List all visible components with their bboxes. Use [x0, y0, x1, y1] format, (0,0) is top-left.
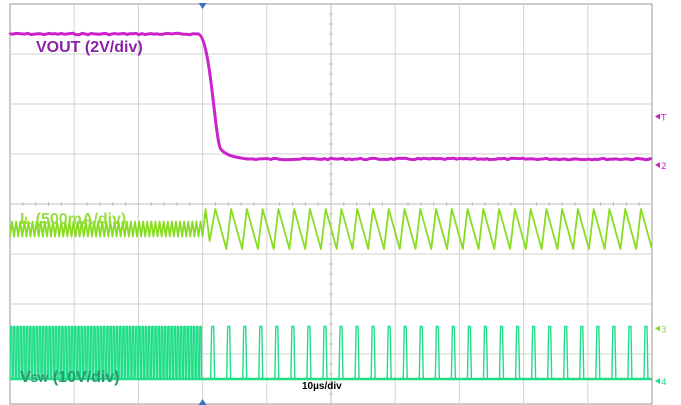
trigger-level-marker-label: T: [660, 114, 667, 124]
channel-marker-vout-label: 2: [661, 162, 667, 172]
series-label-vsw-sub: SW: [31, 373, 49, 385]
channel-marker-vsw-arrow: [655, 378, 660, 384]
series-label-vsw-rest: (10V/div): [48, 369, 119, 386]
vout-trace: [8, 31, 653, 162]
series-label-il-sub: L: [24, 215, 31, 227]
il-trace: [9, 208, 653, 250]
channel-marker-il-arrow: [655, 325, 660, 332]
series-label-il-rest: (500mA/div): [31, 211, 126, 228]
trigger-level-marker-arrow: [655, 113, 660, 120]
channel-markers: T 2 3 4: [198, 3, 667, 405]
series-label-il-main: I: [20, 211, 24, 228]
channel-marker-il-label: 3: [661, 326, 667, 336]
time-scale-label: 10µs/div: [302, 381, 342, 392]
series-label-vsw: VSW (10V/div): [20, 369, 120, 386]
trigger-position-marker-bottom: [198, 399, 207, 405]
traces: [8, 31, 653, 381]
series-label-vout-main: VOUT (2V/div): [36, 39, 143, 56]
series-label-vsw-main: V: [20, 369, 31, 386]
vsw-trace: [9, 325, 652, 380]
series-label-il: IL (500mA/div): [20, 211, 126, 228]
channel-marker-vout-arrow: [655, 162, 660, 168]
series-label-vout: VOUT (2V/div): [36, 39, 143, 56]
channel-marker-vsw-label: 4: [661, 378, 667, 388]
trigger-position-marker-top: [198, 3, 207, 9]
